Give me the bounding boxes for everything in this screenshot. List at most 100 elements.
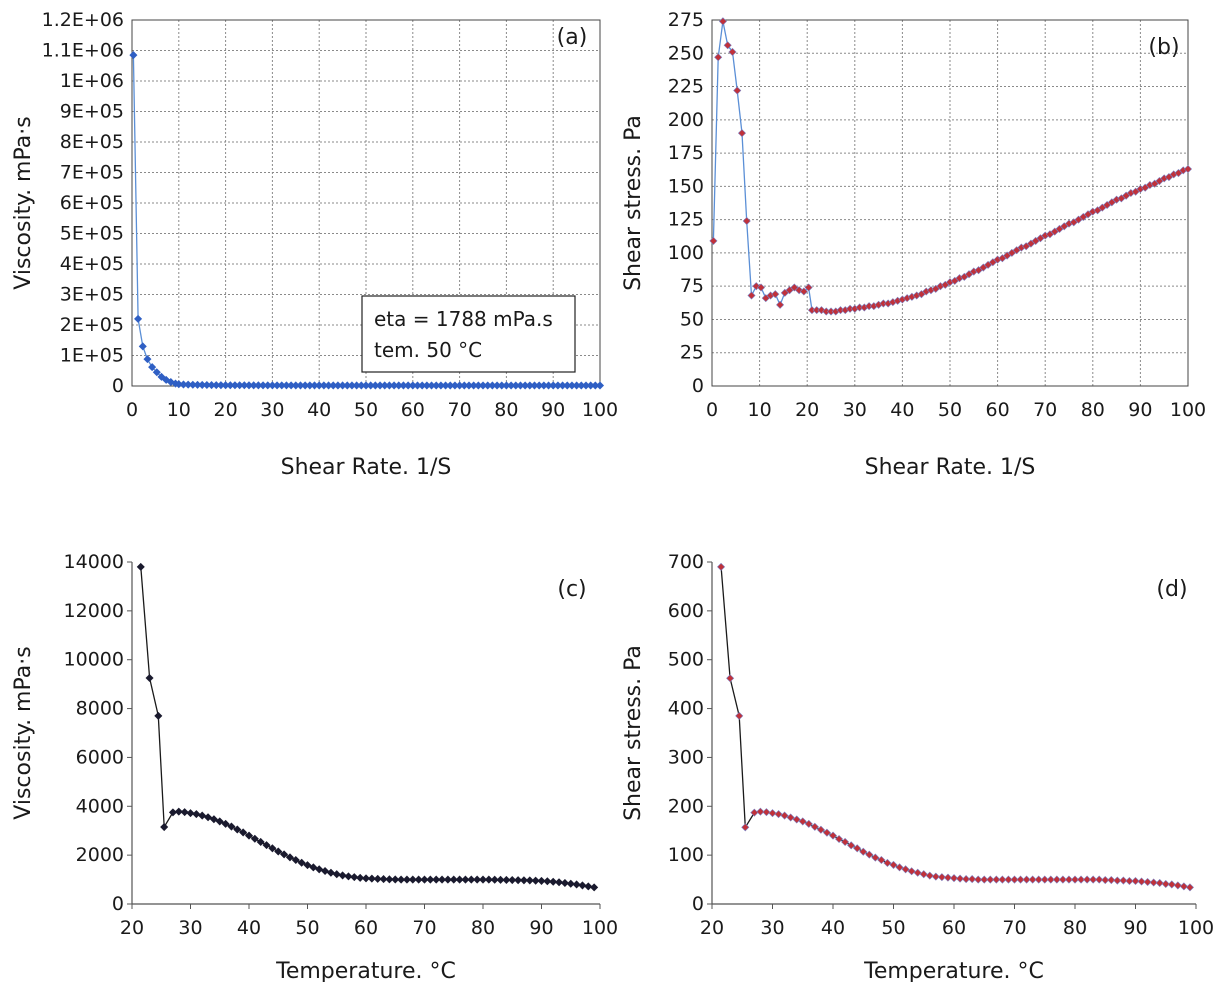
data-point [174,807,183,816]
data-point [508,876,517,885]
x-tick-label: 60 [942,917,966,939]
y-tick-label: 7E+05 [60,162,124,184]
data-point [790,283,799,292]
data-point [162,375,171,384]
data-point [291,856,300,865]
x-tick-label: 90 [529,917,553,939]
data-point [931,872,940,881]
data-point [215,817,224,826]
data-point [572,880,581,889]
panel-label: (c) [557,577,586,602]
data-point [309,863,318,872]
x-tick-label: 20 [214,399,238,421]
x-tick-label: 0 [126,399,138,421]
data-point [1161,879,1170,888]
data-point [726,674,735,683]
data-point [391,875,400,884]
y-tick-label: 1E+06 [60,70,124,92]
x-tick-label: 80 [1063,917,1087,939]
data-point [420,875,429,884]
x-tick-label: 50 [295,917,319,939]
data-point [543,877,552,886]
data-point [326,868,335,877]
data-point [578,881,587,890]
data-point [733,86,742,95]
data-point [757,283,766,292]
data-point [1183,165,1193,174]
data-point [157,372,166,381]
data-point [525,876,534,885]
annotation-text: tem. 50 °C [374,338,482,362]
data-point [584,882,593,891]
data-point [883,858,892,867]
y-tick-label: 1.1E+06 [42,40,124,62]
data-point [817,306,826,315]
data-point [1137,877,1146,886]
x-axis-label: Temperature. °C [275,959,456,982]
data-point [145,674,154,683]
data-point [741,823,750,832]
x-tick-label: 70 [412,917,436,939]
chart-panel-0: 0 10 20 30 40 50 60 70 80 90 100 0 1E+05 2E+05 3E+05 4E… [11,9,618,480]
data-point [186,809,195,818]
data-point [768,809,777,818]
x-tick-label: 10 [748,399,772,421]
y-axis-label: Shear stress. Pa [621,645,646,821]
x-tick-label: 60 [401,399,425,421]
y-tick-label: 2E+05 [60,314,124,336]
y-tick-label: 175 [668,142,704,164]
data-point [1131,877,1140,886]
data-point [566,879,575,888]
data-point [792,815,801,824]
data-point [737,129,747,138]
y-tick-label: 50 [680,308,704,330]
data-point [262,841,271,850]
data-point [847,841,856,850]
x-tick-label: 100 [1178,917,1214,939]
data-point [160,823,169,832]
data-point [138,342,147,351]
data-point [555,878,564,887]
data-point [798,817,807,826]
data-point [367,874,376,883]
y-tick-label: 3E+05 [60,284,124,306]
data-point [1016,875,1025,884]
data-point [871,853,880,862]
data-point [484,875,493,884]
x-tick-label: 100 [1170,399,1206,421]
data-point [449,875,458,884]
data-point [134,314,143,323]
data-point [467,875,476,884]
data-point [1125,877,1134,886]
data-point [776,300,785,309]
data-point [192,810,201,819]
data-point [432,875,441,884]
data-point [414,875,423,884]
y-tick-label: 150 [668,175,704,197]
x-tick-label: 50 [938,399,962,421]
data-point [919,870,928,879]
data-point [762,808,771,817]
data-point [1167,880,1176,889]
data-point [937,873,946,882]
data-point [356,873,365,882]
data-point [962,875,971,884]
data-point [303,861,312,870]
data-point [1095,875,1104,884]
x-tick-label: 60 [986,399,1010,421]
data-point [379,875,388,884]
y-tick-label: 8E+05 [60,131,124,153]
x-tick-label: 20 [795,399,819,421]
y-tick-label: 125 [668,209,704,231]
x-tick-label: 50 [881,917,905,939]
data-point [209,815,218,824]
data-point [268,844,277,853]
chart-panel-1: 0 10 20 30 40 50 60 70 80 90 100 0 25 50 75 100 125 150 17… [621,9,1206,480]
y-tick-label: 14000 [64,551,124,573]
data-point [728,47,737,56]
data-point [478,875,488,884]
data-point [889,860,898,869]
data-point [943,873,952,882]
data-point [774,810,783,819]
